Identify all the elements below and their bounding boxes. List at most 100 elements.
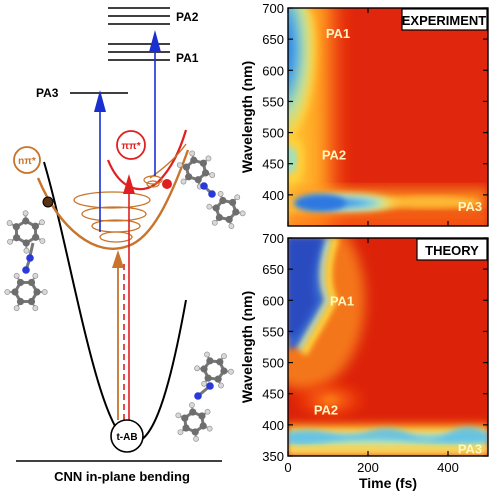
carbon-atom [13, 234, 21, 242]
carbon-atom [232, 208, 240, 216]
theory-ytick-label: 400 [262, 418, 284, 433]
hydrogen-atom [239, 210, 246, 217]
carbon-atom [16, 297, 25, 306]
pipi-state-badge: ππ* [116, 130, 146, 160]
experiment-ylabel: Wavelength (nm) [239, 61, 255, 173]
theory-xtick-label: 0 [284, 460, 291, 475]
experiment-ytick-label: 450 [262, 157, 284, 172]
nitrogen-atom [26, 254, 34, 262]
theory-title: THEORY [425, 243, 479, 258]
theory-annotation-pa3: PA3 [458, 442, 482, 457]
theory-heatmap: 350 400 450 500 550 600 650 700 0 200 400 THEORY P… [239, 231, 489, 491]
hydrogen-atom [189, 150, 196, 157]
experiment-ytick-label: 400 [262, 188, 284, 203]
carbon-atom [212, 204, 220, 212]
carbon-atom [185, 173, 193, 181]
hydrogen-atom [205, 155, 212, 162]
carbon-atom [27, 278, 36, 287]
theory-annotation-pa2: PA2 [314, 402, 338, 417]
hydrogen-atom [32, 272, 39, 279]
azobenzene-molecule-twisted [176, 150, 246, 230]
hydrogen-atom [209, 172, 216, 178]
carbon-atom [198, 412, 206, 420]
hydrogen-atom [234, 194, 241, 201]
theory-ytick-label: 600 [262, 293, 284, 308]
experiment-title: EXPERIMENT [402, 13, 487, 28]
hydrogen-atom [41, 289, 48, 295]
crossing-point-pipi [162, 179, 172, 189]
carbon-atom [181, 414, 189, 422]
carbon-atom [32, 233, 40, 241]
hydrogen-atom [7, 238, 13, 245]
hydrogen-atom [204, 351, 210, 358]
hydrogen-atom [39, 238, 46, 244]
hydrogen-atom [217, 190, 224, 197]
pipi-state-label: ππ* [121, 141, 140, 152]
npi-state-label: nπ* [18, 156, 36, 167]
carbon-atom [22, 217, 30, 225]
hydrogen-atom [201, 380, 207, 387]
hydrogen-atom [180, 178, 187, 185]
nitrogen-atom [200, 182, 208, 190]
crossing-point-npi [42, 196, 54, 208]
carbon-atom [33, 288, 41, 296]
carbon-atom [199, 422, 207, 430]
hydrogen-atom [39, 219, 45, 226]
hydrogen-atom [193, 435, 199, 442]
theory-ytick-label: 450 [262, 387, 284, 402]
hydrogen-atom [189, 402, 195, 409]
carbon-atom [204, 374, 212, 382]
carbon-atom [200, 365, 208, 373]
theory-xtick-label: 200 [357, 460, 379, 475]
theory-title-box: THEORY [416, 238, 488, 261]
nitrogen-atom [194, 392, 202, 400]
carbon-atom [229, 198, 237, 207]
hydrogen-atom [23, 247, 30, 254]
nitrogen-atom [208, 190, 216, 198]
theory-ytick-label: 350 [262, 449, 284, 464]
carbon-atom [190, 156, 198, 164]
theory-ytick-label: 500 [262, 356, 284, 371]
ground-state-badge: t-AB [110, 419, 144, 453]
hydrogen-atom [13, 305, 20, 312]
theory-annotation-pa1: PA1 [330, 293, 354, 308]
hydrogen-atom [228, 368, 234, 375]
theory-ticks: 350 400 450 500 550 600 650 700 0 200 400 [262, 231, 488, 475]
diagram-xlabel: CNN in-plane bending [54, 469, 190, 484]
carbon-atom [219, 196, 227, 205]
experiment-annotation-pa2: PA2 [322, 147, 346, 162]
hydrogen-atom [211, 219, 218, 226]
npi-state-curve [36, 149, 190, 250]
theory-ytick-label: 650 [262, 262, 284, 277]
experiment-annotations: PA1 PA2 PA3 [322, 26, 482, 214]
relax-arrow-head [112, 250, 124, 268]
potential-energy-diagram: PA2 PA1 PA3 [4, 7, 246, 484]
theory-ytick-label: 700 [262, 231, 284, 246]
carbon-atom [16, 278, 25, 287]
pa2-levels [108, 7, 170, 25]
experiment-ytick-label: 550 [262, 94, 284, 109]
carbon-atom [194, 176, 202, 184]
carbon-atom [206, 357, 214, 365]
carbon-atom [191, 428, 199, 436]
theory-xlabel: Time (fs) [359, 475, 417, 491]
carbon-atom [225, 215, 233, 224]
theory-plot-frame [287, 237, 489, 457]
hydrogen-atom [204, 408, 211, 415]
experiment-annotation-pa1: PA1 [326, 26, 350, 41]
experiment-ytick-label: 650 [262, 32, 284, 47]
hydrogen-atom [194, 365, 200, 372]
carbon-atom [12, 223, 20, 231]
experiment-ytick-label: 500 [262, 126, 284, 141]
carbon-atom [199, 159, 207, 167]
pump-arrow-head [123, 174, 135, 194]
carbon-atom [27, 297, 36, 306]
carbon-atom [220, 367, 228, 375]
ground-state-label: t-AB [116, 432, 137, 443]
carbon-atom [182, 163, 191, 171]
hydrogen-atom [176, 162, 183, 168]
theory-annotations: PA1 PA2 PA3 [314, 293, 482, 456]
hydrogen-atom [206, 425, 213, 432]
hydrogen-atom [228, 223, 235, 230]
nitrogen-atom [206, 382, 214, 390]
